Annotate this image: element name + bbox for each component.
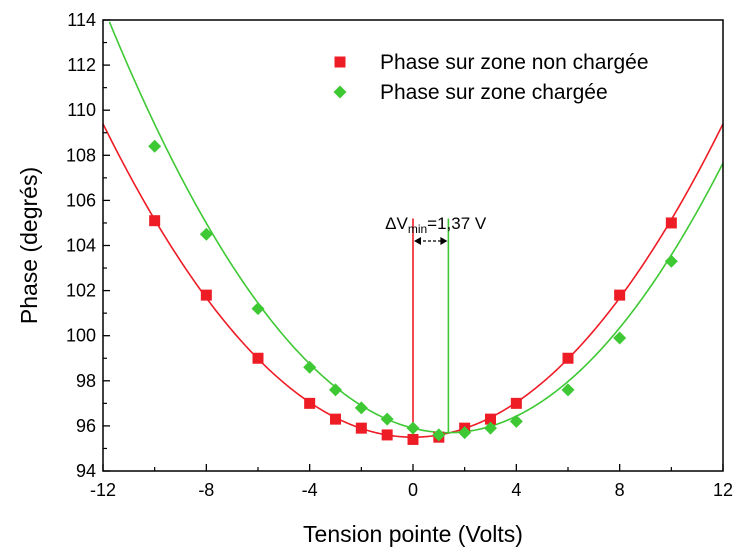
point-s2-8	[432, 428, 446, 442]
axes: -12 -8 -4 0 4 8 12 94 96 98 100 102 104 106 108 110 112 1…	[66, 10, 733, 500]
y-tick-label-7: 108	[66, 145, 96, 165]
x-tick-label-6: 12	[713, 480, 733, 500]
legend-label-1: Phase sur zone non chargée	[380, 51, 649, 74]
point-s2-6	[380, 412, 394, 426]
point-s2-2	[251, 302, 265, 316]
delta-v-arrow	[414, 236, 448, 245]
arrow-head-left	[414, 236, 421, 245]
point-s1-0	[149, 215, 161, 227]
point-s1-2	[252, 352, 264, 364]
y-tick-label-2: 98	[76, 371, 96, 391]
y-tick-label-6: 106	[66, 190, 96, 210]
point-s1-5	[355, 422, 367, 434]
point-s2-11	[509, 414, 523, 428]
point-s2-1	[199, 227, 213, 241]
delta-v-markers	[412, 218, 450, 438]
delta-v-subscript: min	[408, 222, 427, 236]
point-s2-13	[613, 331, 627, 345]
point-s1-1	[200, 289, 212, 301]
x-tick-label-0: -12	[90, 480, 116, 500]
point-s2-4	[329, 383, 342, 397]
point-s2-3	[303, 360, 317, 374]
x-tick-label-3: 0	[408, 480, 418, 500]
point-s1-14	[665, 217, 677, 229]
delta-v-suffix: =1,37 V	[427, 214, 487, 233]
arrow-head-right	[440, 236, 448, 245]
legend-label-2: Phase sur zone chargée	[380, 81, 608, 104]
y-tick-label-3: 100	[66, 326, 96, 346]
x-tick-label-1: -8	[198, 480, 214, 500]
x-tick-label-5: 8	[615, 480, 625, 500]
point-s2-10	[484, 421, 497, 435]
legend: Phase sur zone non chargée Phase sur zone…	[333, 51, 649, 104]
point-s1-13	[614, 289, 626, 301]
point-s1-11	[510, 397, 522, 409]
point-s1-6	[381, 429, 393, 441]
point-s1-4	[330, 413, 341, 425]
y-axis-title: Phase (degrés)	[16, 167, 42, 324]
legend-marker-2	[333, 85, 347, 99]
y-tick-label-0: 94	[76, 461, 96, 481]
x-tick-label-2: -4	[302, 480, 318, 500]
point-s1-12	[562, 352, 574, 364]
y-tick-label-4: 102	[66, 281, 96, 301]
delta-v-prefix: ΔV	[385, 214, 408, 233]
data-points	[148, 139, 678, 445]
point-s2-14	[664, 254, 678, 268]
y-tick-label-9: 112	[67, 55, 96, 75]
point-s2-12	[561, 383, 575, 397]
point-s2-5	[354, 401, 368, 415]
legend-marker-1	[334, 56, 346, 68]
point-s2-7	[406, 421, 420, 435]
y-tick-label-8: 110	[67, 100, 96, 120]
y-tick-label-1: 96	[76, 416, 96, 436]
delta-v-label: ΔVmin=1,37 V	[385, 214, 487, 236]
point-s1-7	[407, 433, 419, 445]
point-s1-10	[485, 413, 496, 425]
point-s2-9	[458, 426, 472, 440]
y-tick-label-10: 114	[67, 10, 96, 30]
point-s2-0	[148, 139, 162, 153]
point-s1-3	[304, 397, 316, 409]
x-axis-title: Tension pointe (Volts)	[303, 521, 523, 547]
x-tick-label-4: 4	[511, 480, 521, 500]
y-tick-label-5: 104	[66, 236, 96, 256]
